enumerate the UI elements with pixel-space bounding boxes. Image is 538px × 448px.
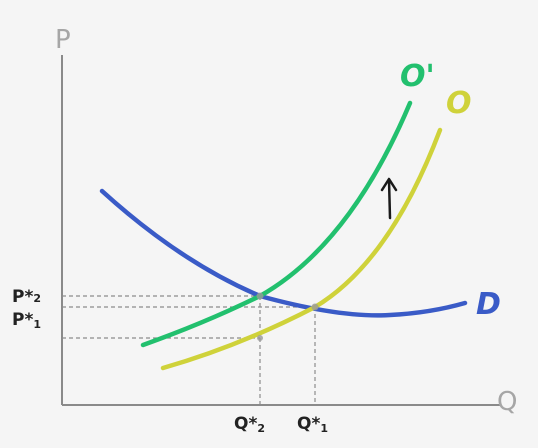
quantity-label-q2-main: Q*	[234, 414, 257, 434]
guide-lines	[62, 295, 316, 405]
supply-curve-o-prime	[140, 100, 413, 348]
up-arrow-icon	[380, 177, 398, 220]
supply-curve-o	[160, 127, 443, 371]
equilibrium-point-1	[311, 303, 319, 311]
y-axis-label: P	[55, 25, 71, 55]
price-label-p1: P*1	[12, 310, 41, 331]
demand-curve	[99, 188, 468, 318]
shift-reference-point	[257, 335, 263, 341]
price-label-p1-main: P*	[12, 310, 33, 330]
price-label-p2: P*2	[12, 287, 41, 307]
equilibrium-point-2	[256, 292, 264, 300]
x-axis-label: Q	[497, 387, 517, 417]
quantity-label-q2-sub: 2	[257, 422, 265, 435]
price-label-p2-sub: 2	[33, 292, 41, 305]
price-label-p1-sub: 1	[33, 318, 41, 331]
quantity-label-q2: Q*2	[234, 414, 265, 435]
quantity-label-q1-main: Q*	[297, 414, 320, 434]
quantity-label-q1-sub: 1	[320, 422, 328, 435]
price-label-p2-main: P*	[12, 287, 33, 307]
supply-label-o: O	[446, 86, 472, 121]
quantity-label-q1: Q*1	[297, 414, 328, 435]
supply-label-o-prime: O'	[400, 59, 435, 94]
demand-label-d: D	[476, 287, 501, 322]
